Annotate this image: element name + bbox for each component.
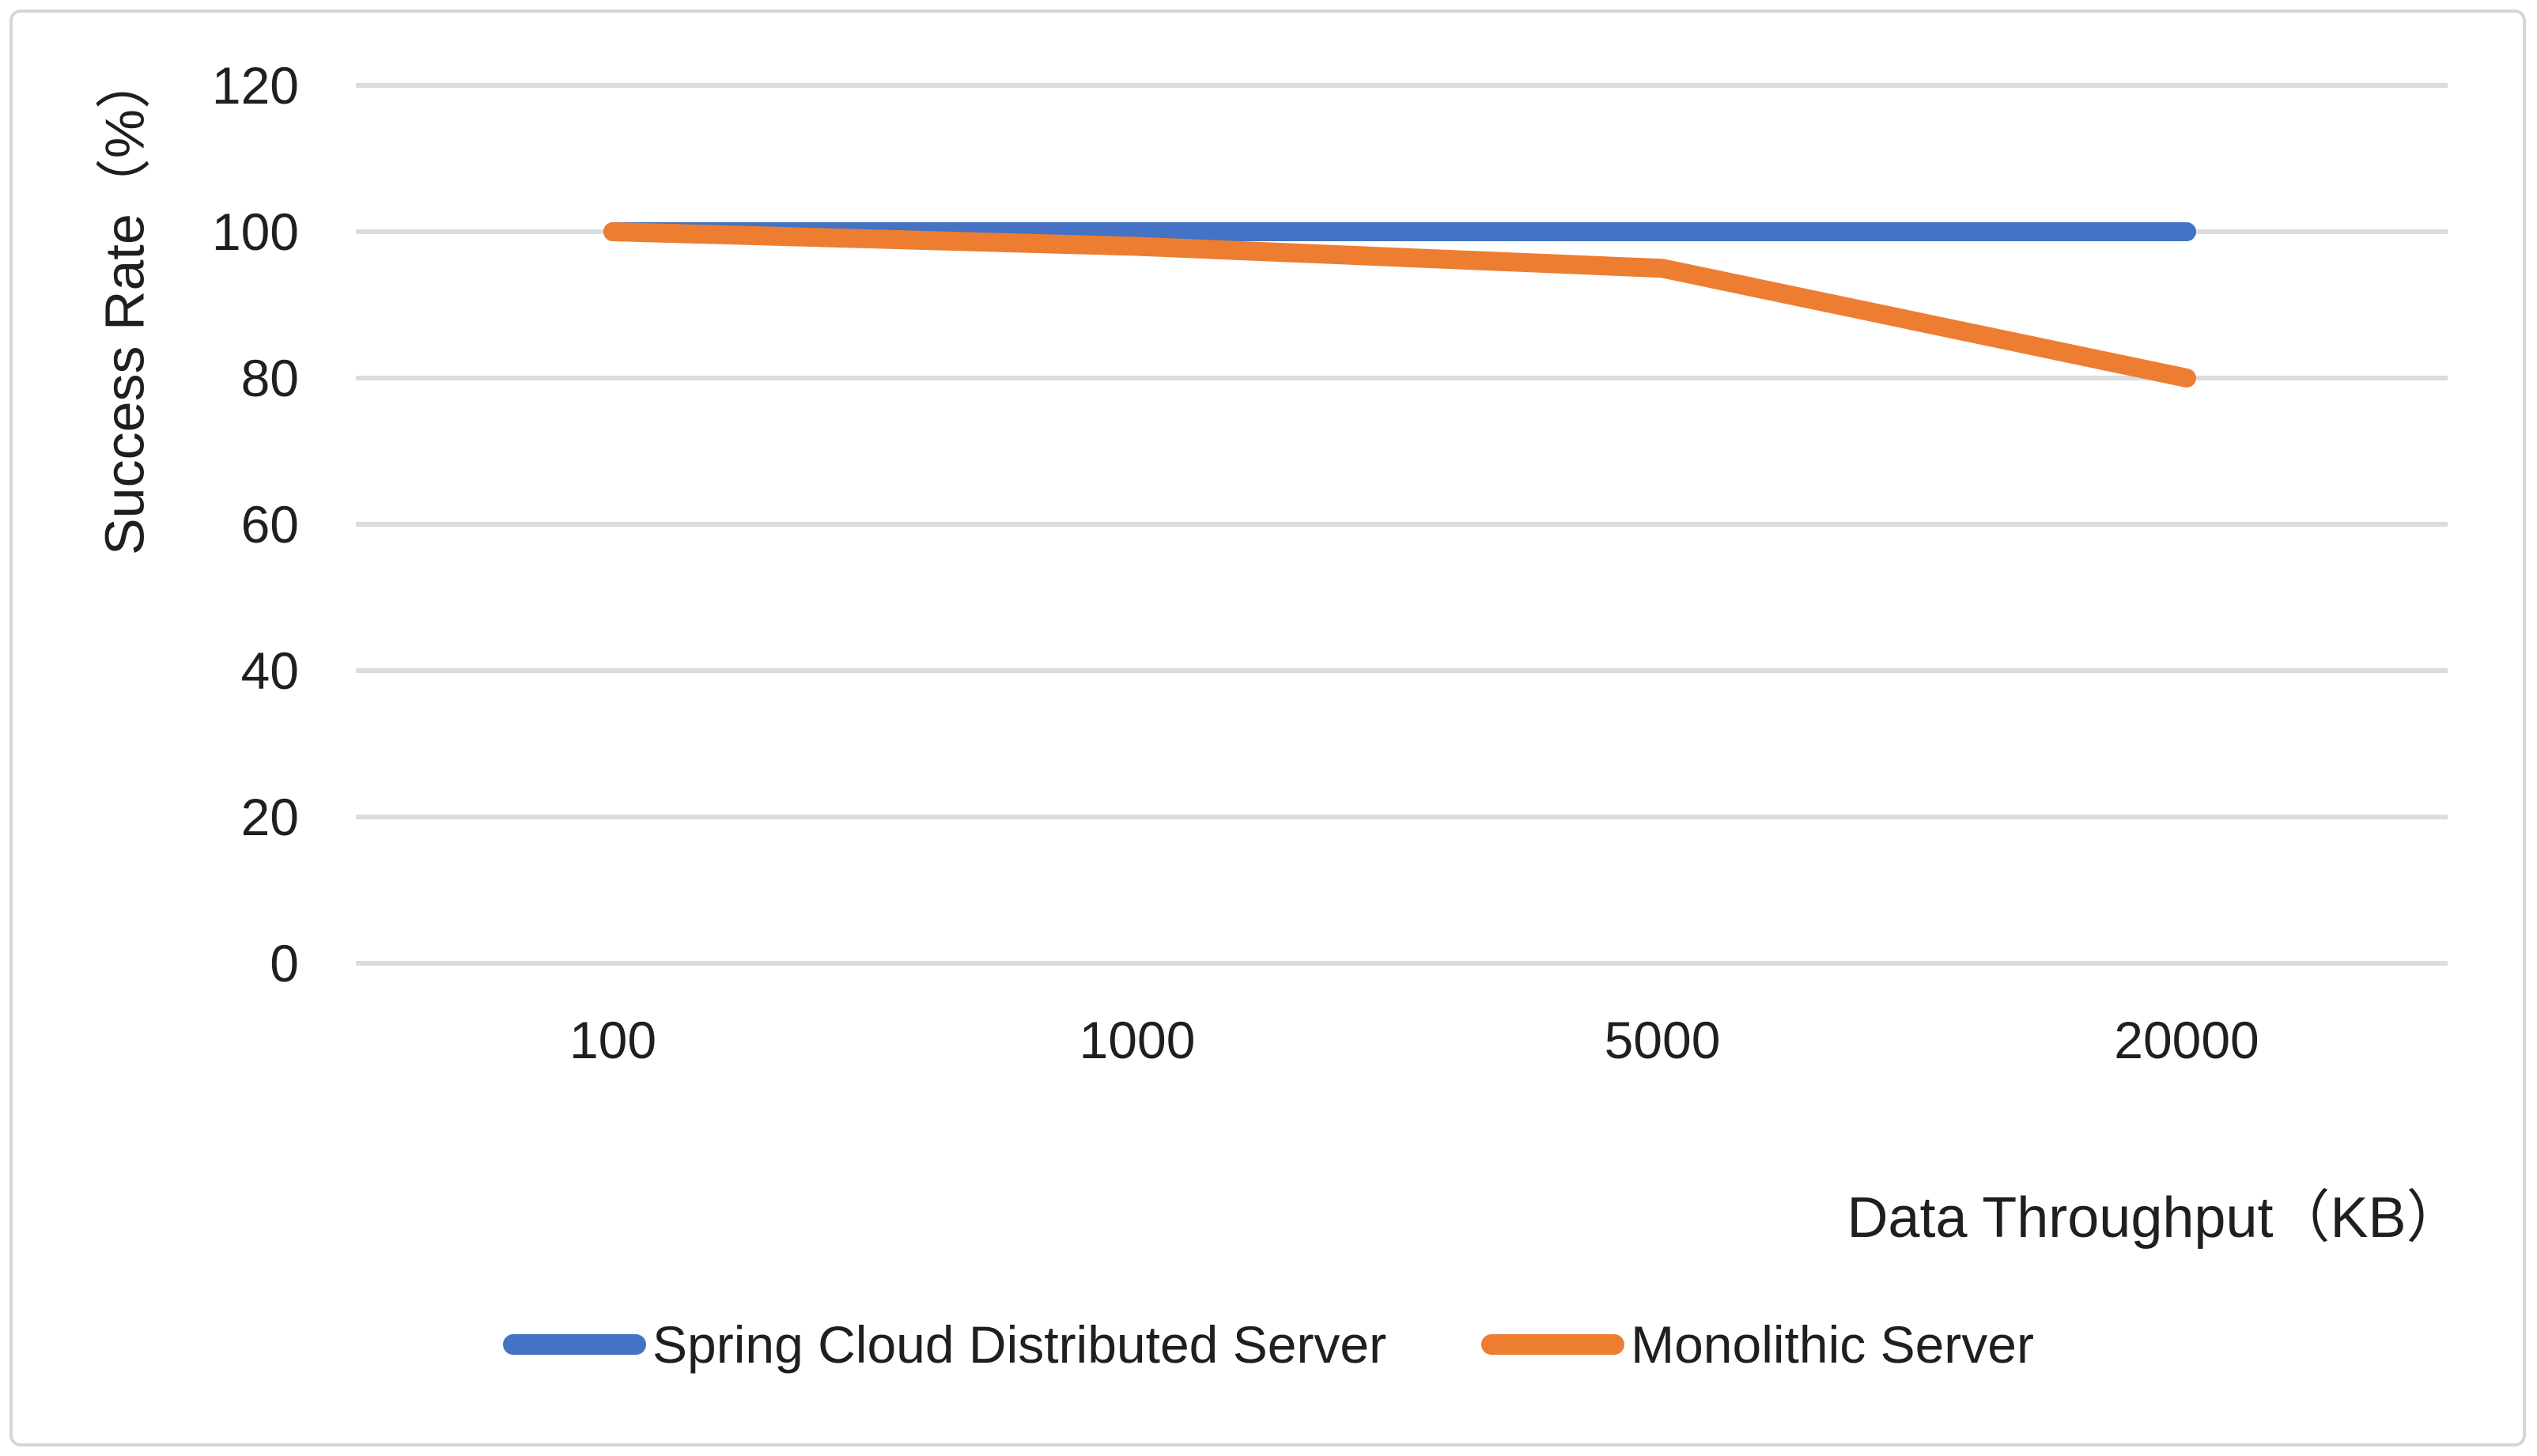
y-axis-title: Success Rate（%） — [93, 53, 156, 556]
legend-label: Monolithic Server — [1631, 1315, 2034, 1374]
legend-swatch-icon — [1481, 1334, 1625, 1355]
x-tick-label-20000: 20000 — [2114, 1011, 2259, 1069]
y-tick-label-0: 0 — [270, 934, 299, 993]
x-tick-label-1000: 1000 — [1079, 1011, 1196, 1069]
legend: Spring Cloud Distributed Server Monolithi… — [0, 1314, 2537, 1375]
x-tick-label-5000: 5000 — [1604, 1011, 1721, 1069]
y-tick-label-60: 60 — [240, 495, 299, 554]
y-tick-label-20: 20 — [240, 788, 299, 846]
series-lines — [603, 222, 2196, 388]
x-axis-title: Data Throughput（KB） — [1847, 1186, 2463, 1250]
y-tick-label-40: 40 — [240, 641, 299, 700]
gridlines — [356, 83, 2448, 966]
x-tick-label-100: 100 — [569, 1011, 657, 1069]
series-line-1 — [603, 222, 2196, 388]
legend-item-0: Spring Cloud Distributed Server — [503, 1314, 1386, 1375]
legend-swatch-icon — [503, 1334, 647, 1355]
legend-item-1: Monolithic Server — [1481, 1314, 2034, 1375]
y-tick-label-120: 120 — [211, 56, 299, 115]
y-tick-label-100: 100 — [211, 202, 299, 261]
legend-label: Spring Cloud Distributed Server — [652, 1315, 1387, 1374]
y-tick-label-80: 80 — [240, 349, 299, 407]
